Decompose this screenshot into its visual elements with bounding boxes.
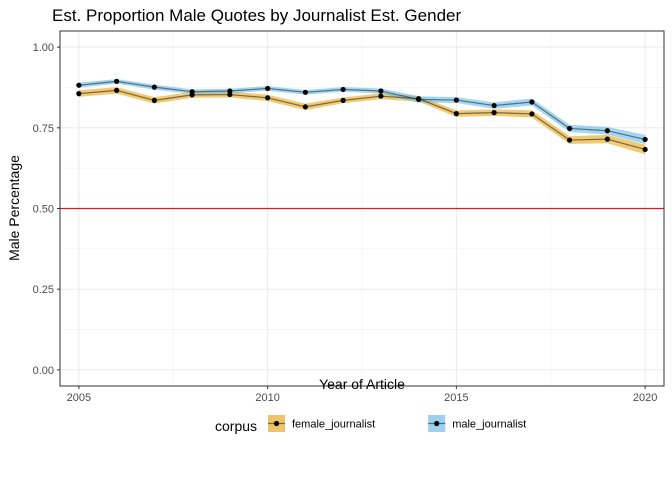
legend-label: male_journalist <box>452 419 526 431</box>
y-tick-label: 0.75 <box>33 123 54 135</box>
point-male_journalist-2005 <box>76 82 82 88</box>
point-female_journalist-2013 <box>378 93 384 99</box>
point-male_journalist-2011 <box>302 89 308 95</box>
point-male_journalist-2015 <box>453 97 459 103</box>
y-tick-label: 0.25 <box>33 284 54 296</box>
point-female_journalist-2015 <box>453 111 459 117</box>
point-female_journalist-2020 <box>642 146 648 153</box>
point-male_journalist-2007 <box>151 84 157 90</box>
x-tick-label: 2005 <box>67 392 91 404</box>
point-female_journalist-2017 <box>529 111 535 117</box>
point-female_journalist-2010 <box>265 95 271 101</box>
legend-label: female_journalist <box>292 419 375 431</box>
point-female_journalist-2016 <box>491 110 497 116</box>
point-female_journalist-2019 <box>604 136 610 142</box>
point-female_journalist-2018 <box>567 137 573 143</box>
point-female_journalist-2011 <box>302 104 308 110</box>
point-female_journalist-2007 <box>151 97 157 103</box>
legend-item-female_journalist: female_journalist <box>268 415 375 432</box>
point-female_journalist-2005 <box>76 91 82 97</box>
point-female_journalist-2012 <box>340 97 346 103</box>
confidence-ribbons <box>78 79 646 155</box>
legend-title: corpus <box>215 418 257 434</box>
y-axis-title: Male Percentage <box>6 155 22 261</box>
y-tick-label: 0.50 <box>33 204 54 216</box>
x-axis-title: Year of Article <box>319 376 405 392</box>
y-axis-ticks: 0.00 0.25 0.50 0.75 1.00 <box>33 42 60 377</box>
x-tick-label: 2015 <box>444 392 468 404</box>
x-tick-label: 2010 <box>255 392 279 404</box>
x-axis-ticks: 2005 2010 2015 2020 <box>67 386 657 404</box>
line-female_journalist <box>78 89 646 151</box>
legend-item-male_journalist: male_journalist <box>428 415 526 432</box>
y-tick-label: 1.00 <box>33 42 54 54</box>
ribbon-male_journalist <box>78 79 646 144</box>
point-male_journalist-2009 <box>227 88 233 94</box>
chart-title: Est. Proportion Male Quotes by Journalis… <box>52 6 461 25</box>
point-male_journalist-2014 <box>416 96 422 103</box>
legend-key-point <box>273 420 280 427</box>
line-male_journalist <box>78 80 646 141</box>
legend-key-point <box>434 420 440 427</box>
point-male_journalist-2016 <box>491 102 497 109</box>
series-lines <box>78 80 646 151</box>
ribbon-female_journalist <box>78 87 646 155</box>
legend: corpus female_journalist male_journalist <box>215 415 526 434</box>
point-male_journalist-2019 <box>604 128 610 134</box>
point-male_journalist-2018 <box>567 125 573 132</box>
legend-items: female_journalist male_journalist <box>268 415 526 432</box>
point-male_journalist-2012 <box>340 86 346 93</box>
point-male_journalist-2006 <box>114 78 120 84</box>
point-female_journalist-2006 <box>114 87 120 93</box>
point-male_journalist-2010 <box>265 85 271 92</box>
point-male_journalist-2020 <box>642 136 648 143</box>
x-tick-label: 2020 <box>633 392 657 404</box>
point-male_journalist-2008 <box>189 89 195 95</box>
point-male_journalist-2013 <box>378 88 384 94</box>
series-points <box>76 78 648 153</box>
point-male_journalist-2017 <box>529 99 535 105</box>
y-tick-label: 0.00 <box>33 365 54 377</box>
